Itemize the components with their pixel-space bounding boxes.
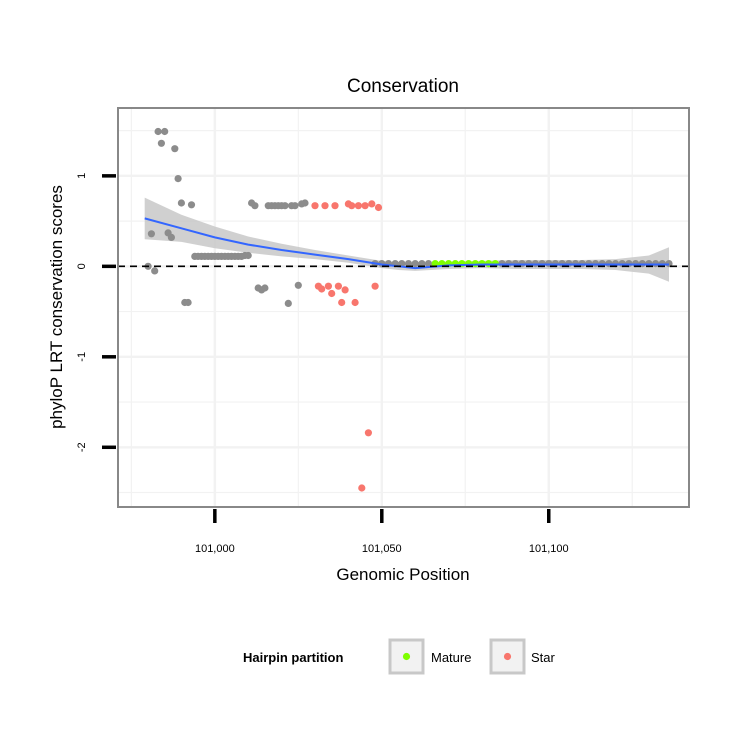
data-point-other: [147, 230, 155, 238]
legend-key-star: [489, 638, 526, 675]
data-point-other: [404, 260, 413, 268]
data-point-other: [154, 127, 162, 136]
legend-item-star: Star: [489, 638, 556, 675]
y-tick-label: -1: [76, 352, 88, 362]
data-point-star: [358, 484, 366, 492]
data-point-other: [157, 139, 165, 147]
data-point-star: [338, 298, 346, 307]
series-star: [311, 200, 383, 492]
y-tick-label: 1: [76, 173, 88, 179]
data-point-star: [334, 282, 342, 290]
data-point-star: [331, 202, 339, 210]
data-point-other: [151, 267, 159, 275]
legend-dot-star: [503, 652, 512, 661]
data-point-other: [294, 281, 302, 289]
data-point-other: [398, 260, 406, 268]
data-point-star: [361, 202, 369, 210]
data-point-star: [328, 289, 336, 298]
data-point-other: [281, 202, 289, 210]
data-point-other: [251, 202, 259, 210]
legend-label-mature: Mature: [431, 650, 471, 665]
data-point-other: [187, 201, 196, 209]
data-point-other: [301, 199, 309, 207]
x-tick-label: 101,000: [195, 543, 235, 555]
data-point-other: [171, 145, 179, 153]
x-axis: 101,000 101,050 101,100: [195, 509, 569, 555]
data-point-other: [261, 284, 269, 292]
smooth-trend-line: [144, 217, 669, 270]
x-tick-label: 101,050: [362, 543, 402, 555]
legend: Hairpin partition Mature Star: [243, 638, 556, 675]
legend-title: Hairpin partition: [243, 650, 343, 665]
legend-item-mature: Mature: [388, 638, 471, 675]
data-point-other: [424, 260, 433, 268]
x-axis-title: Genomic Position: [336, 565, 469, 584]
y-tick-label: 0: [76, 263, 88, 269]
data-point-star: [318, 285, 326, 293]
y-tick-label: -2: [76, 442, 88, 452]
data-point-other: [184, 298, 192, 307]
data-point-star: [324, 282, 332, 290]
y-axis: -2 -1 0 1: [76, 173, 116, 452]
data-point-other: [177, 199, 185, 207]
plot-panel: [117, 107, 690, 508]
legend-dot-mature: [402, 652, 411, 661]
data-point-star: [341, 286, 349, 294]
data-point-star: [374, 203, 383, 212]
confidence-ribbon: [144, 197, 669, 282]
panel-background: [118, 108, 689, 507]
y-axis-title: phyloP LRT conservation scores: [47, 185, 66, 429]
data-point-other: [244, 251, 252, 260]
data-point-other: [174, 175, 182, 183]
data-point-other: [284, 299, 292, 307]
panel-border: [117, 107, 690, 508]
data-point-other: [418, 260, 426, 268]
data-point-star: [368, 200, 376, 208]
data-point-star: [348, 202, 356, 210]
data-point-star: [311, 202, 319, 210]
legend-label-star: Star: [531, 650, 556, 665]
data-point-star: [354, 202, 362, 210]
x-tick-label: 101,100: [529, 543, 569, 555]
chart-title: Conservation: [347, 76, 459, 97]
data-point-other: [161, 127, 169, 136]
data-point-star: [321, 202, 329, 210]
data-point-star: [371, 282, 379, 290]
data-point-other: [291, 202, 299, 210]
data-point-star: [351, 298, 359, 307]
data-point-other: [411, 260, 419, 268]
data-point-other: [167, 233, 175, 241]
data-point-star: [364, 429, 372, 437]
